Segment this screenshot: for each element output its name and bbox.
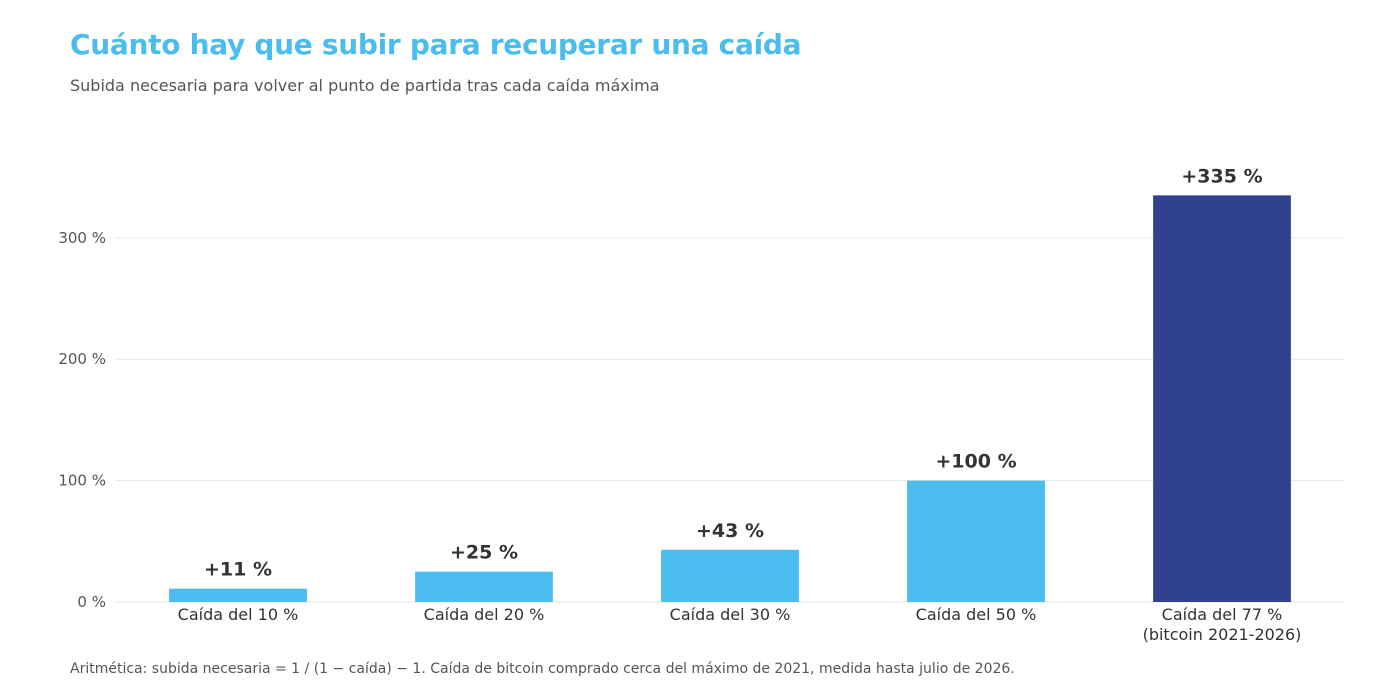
bar-value-label: +335 % [1181, 165, 1262, 187]
bar [907, 480, 1045, 602]
x-category-label: Caída del 30 % [670, 605, 791, 624]
bars [169, 195, 1291, 602]
bar-value-label: +100 % [935, 451, 1016, 473]
chart-subtitle: Subida necesaria para volver al punto de… [70, 76, 660, 95]
chart-footnote: Aritmética: subida necesaria = 1 / (1 − … [70, 661, 1015, 677]
bar-value-label: +43 % [696, 520, 764, 542]
x-category-label: Caída del 10 % [178, 605, 299, 624]
y-tick-label: 100 % [58, 472, 106, 490]
labels: 0 % 100 % 200 % 300 % +11 % Caída del 10 % +25… [58, 165, 1301, 644]
bar [661, 549, 799, 602]
y-tick-label: 200 % [58, 350, 106, 368]
y-tick-label: 300 % [58, 229, 106, 247]
bar-value-label: +25 % [450, 542, 518, 564]
x-category-label: (bitcoin 2021-2026) [1143, 625, 1302, 644]
bar [415, 571, 553, 602]
bar [1153, 195, 1291, 602]
x-category-label: Caída del 77 % [1162, 605, 1283, 624]
chart-title: Cuánto hay que subir para recuperar una … [70, 28, 802, 61]
x-category-label: Caída del 50 % [916, 605, 1037, 624]
bar [169, 588, 307, 602]
y-tick-label: 0 % [77, 593, 106, 611]
bar-value-label: +11 % [204, 559, 272, 581]
x-category-label: Caída del 20 % [424, 605, 545, 624]
